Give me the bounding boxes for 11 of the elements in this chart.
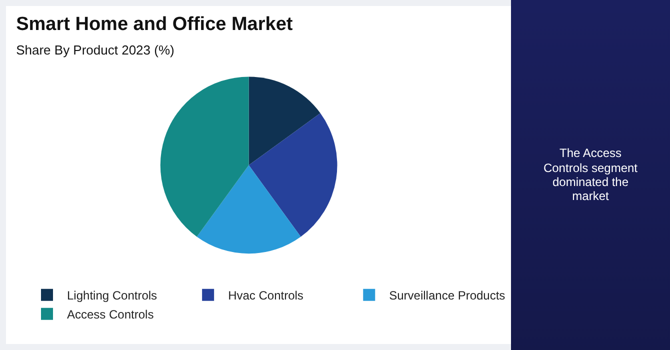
chart-subtitle: Share By Product 2023 (%) — [16, 42, 174, 58]
text: The Access Controls segment dominated the market — [542, 146, 639, 204]
pie-slice — [160, 76, 249, 237]
legend-label: Surveillance Products — [389, 288, 506, 303]
pie-slice — [196, 165, 301, 254]
legend-label: Access Controls — [67, 308, 154, 322]
legend-label: Lighting Controls — [67, 288, 158, 303]
pie-slice — [248, 76, 320, 166]
chart-title: Smart Home and Office Market — [16, 14, 294, 35]
legend-label: Hvac Controls — [228, 288, 304, 303]
pie-slice — [248, 113, 338, 237]
